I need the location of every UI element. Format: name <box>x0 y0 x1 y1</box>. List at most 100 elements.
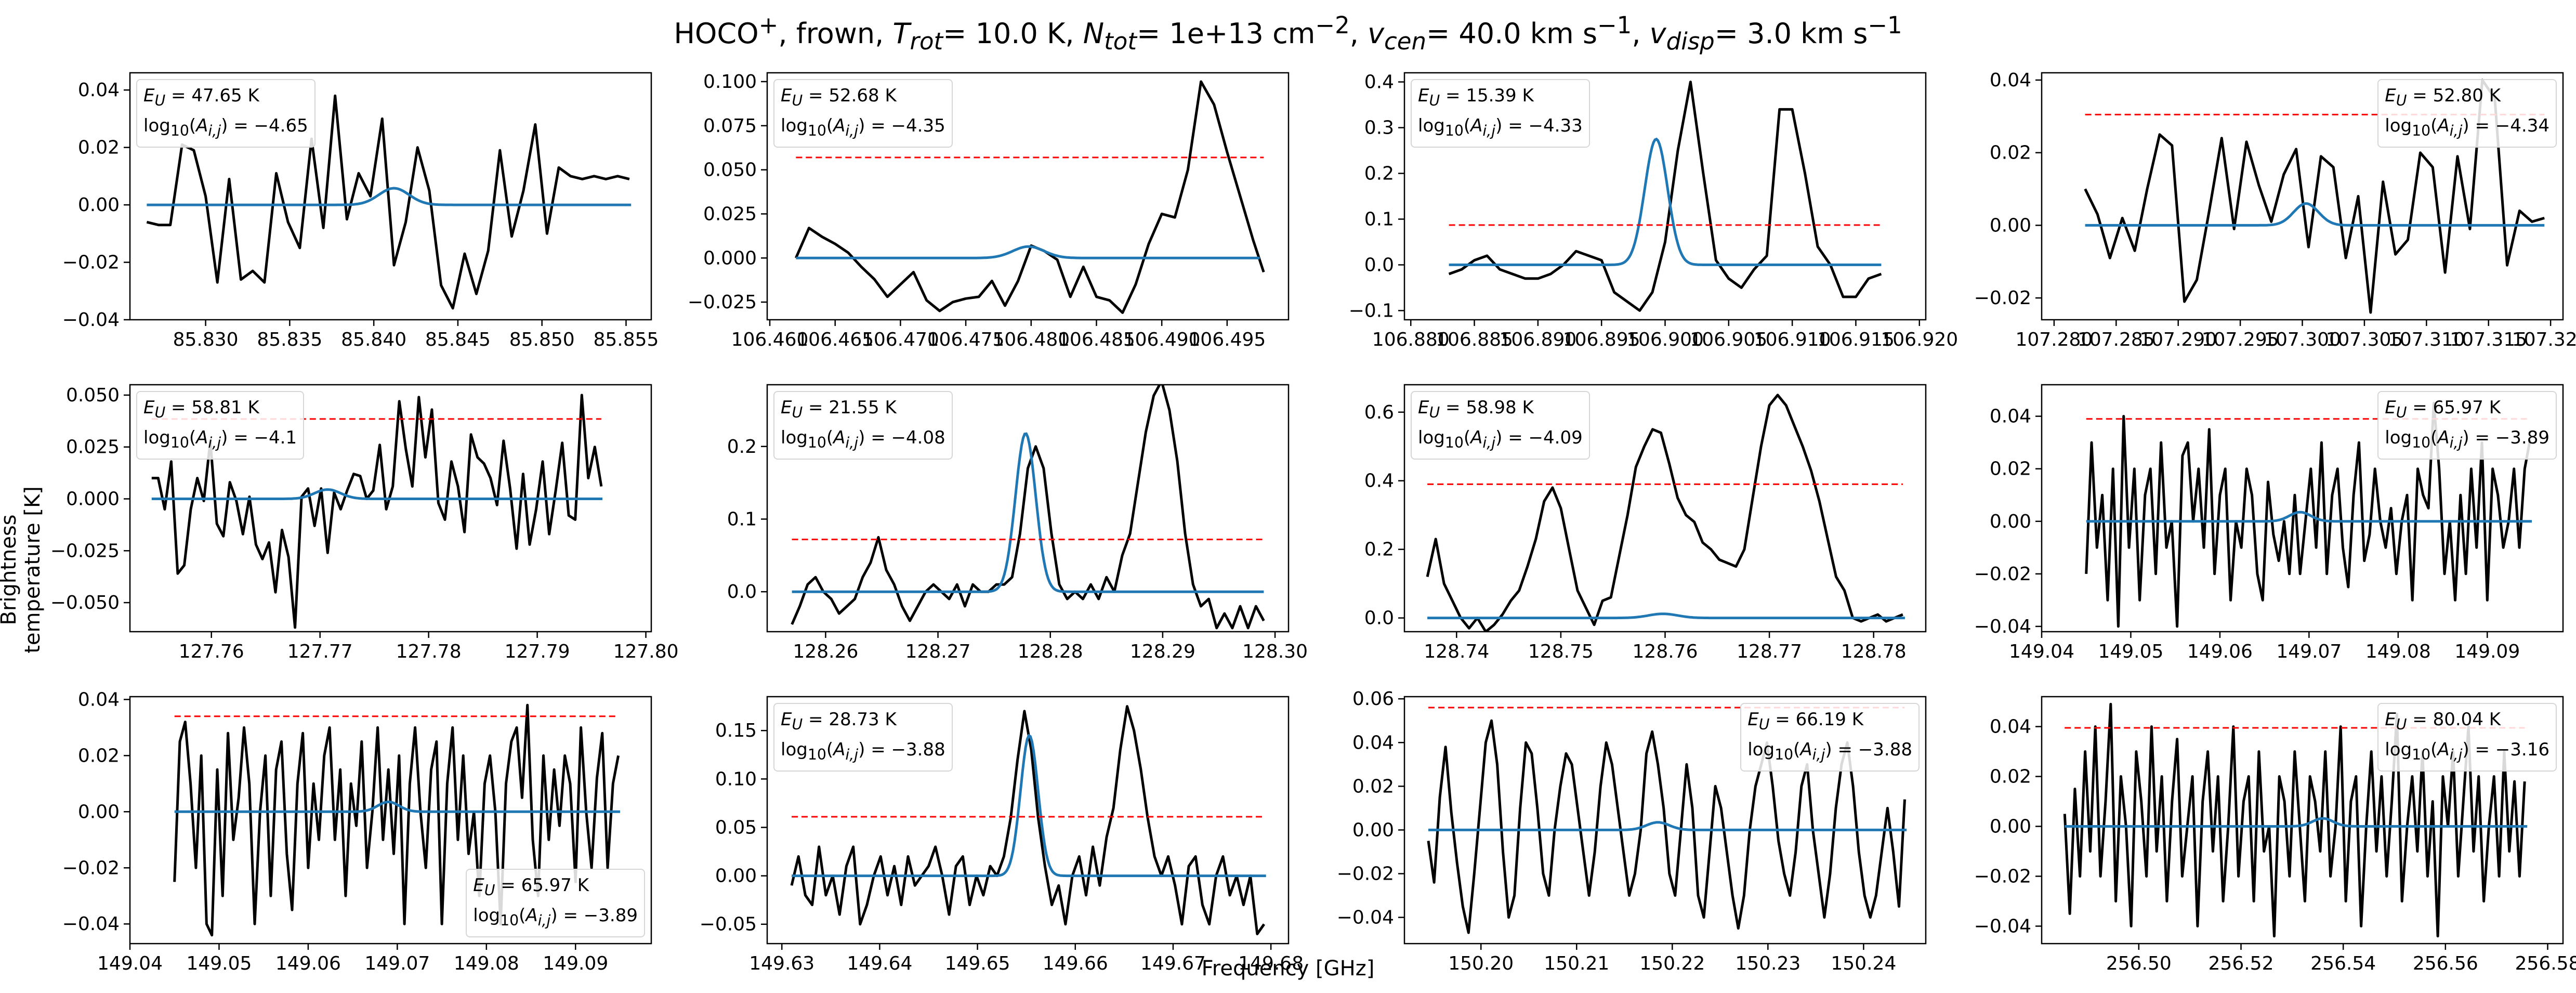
plot-area <box>1448 81 1882 312</box>
y-tick-label: 0.10 <box>715 768 757 790</box>
einstein-coefficient-label: log10(Ai,j) = −4.65 <box>143 115 308 139</box>
model-spectrum-line <box>1449 137 1882 266</box>
einstein-coefficient-label: log10(Ai,j) = −3.88 <box>781 739 945 763</box>
observed-spectrum-line <box>1426 394 1903 632</box>
plot-area <box>790 705 1266 935</box>
x-tick-label: 106.910 <box>1754 329 1831 350</box>
einstein-coefficient-value: −4.09 <box>1528 427 1583 448</box>
upper-level-energy-value: 66.19 K <box>1795 709 1864 730</box>
upper-level-energy-label: EU = 58.81 K <box>143 397 259 421</box>
panel-plot: 107.280107.285107.290107.295107.300107.3… <box>1974 70 2576 350</box>
x-tick-label: 149.08 <box>2365 641 2431 662</box>
x-axis-label: Frequency [GHz] <box>1201 957 1375 981</box>
x-tick-label: 149.67 <box>1140 953 1206 974</box>
upper-level-energy-value: 52.68 K <box>829 85 897 106</box>
x-tick-label: 106.480 <box>992 329 1070 350</box>
plot-area <box>791 385 1265 630</box>
panel-legend: EU = 58.98 K log10(Ai,j) = −4.09 <box>1411 391 1590 460</box>
y-tick-label: 0.050 <box>66 385 120 406</box>
observed-spectrum-line <box>146 94 630 310</box>
x-tick-label: 107.285 <box>2078 329 2155 350</box>
x-tick-label: 106.490 <box>1123 329 1201 350</box>
y-tick-label: 0.2 <box>1364 163 1394 185</box>
x-tick-label: 107.290 <box>2139 329 2217 350</box>
panel-legend: EU = 21.55 K log10(Ai,j) = −4.08 <box>773 391 953 460</box>
y-tick-label: 0.1 <box>1364 208 1394 230</box>
model-spectrum-line <box>2065 817 2528 828</box>
einstein-coefficient-label: log10(Ai,j) = −4.1 <box>143 427 297 451</box>
x-tick-label: 106.905 <box>1690 329 1767 350</box>
x-tick-label: 149.08 <box>454 953 519 974</box>
y-tick-label: 0.06 <box>1352 688 1394 710</box>
x-tick-label: 256.52 <box>2209 953 2274 974</box>
spectrum-panel: 107.280 107.285 107.290 107.295 107.300 107.3… <box>1974 70 2576 350</box>
axes-frame <box>1403 696 1927 945</box>
axes-frame <box>2041 384 2564 633</box>
x-tick-label: 149.07 <box>2276 641 2342 662</box>
y-tick-label: −0.1 <box>1349 300 1394 321</box>
x-tick-label: 128.27 <box>905 641 971 662</box>
model-spectrum-line <box>796 245 1260 259</box>
einstein-coefficient-label: log10(Ai,j) = −4.08 <box>781 427 945 451</box>
spectrum-panel: 149.63 149.64 149.65 149.66 149.67 149.68 −0.0… <box>700 696 1304 974</box>
plot-area <box>2063 702 2528 938</box>
y-tick-label: −0.025 <box>688 292 757 313</box>
x-tick-label: 149.68 <box>1238 953 1304 974</box>
x-tick-label: 256.56 <box>2413 953 2478 974</box>
panel-legend: EU = 58.81 K log10(Ai,j) = −4.1 <box>136 391 305 460</box>
x-tick-label: 149.06 <box>275 953 341 974</box>
x-tick-label: 150.22 <box>1639 953 1705 974</box>
panel-legend: EU = 15.39 K log10(Ai,j) = −4.33 <box>1411 79 1590 148</box>
x-tick-label: 149.09 <box>2454 641 2520 662</box>
panel-legend: EU = 66.19 K log10(Ai,j) = −3.88 <box>1740 703 1920 772</box>
axes-frame <box>766 384 1290 633</box>
einstein-coefficient-label: log10(Ai,j) = −4.09 <box>1418 427 1583 451</box>
y-tick-label: 0.075 <box>703 115 757 137</box>
x-tick-label: 85.830 <box>173 329 239 350</box>
y-tick-label: 0.02 <box>1990 766 2031 788</box>
y-tick-label: 0.02 <box>1990 142 2031 164</box>
y-tick-label: 0.3 <box>1364 117 1394 139</box>
x-tick-label: 127.76 <box>179 641 244 662</box>
observed-spectrum-line <box>1427 719 1906 934</box>
y-tick-label: 0.02 <box>78 137 120 159</box>
spectrum-panel: 106.880 106.885 106.890 106.895 106.900 106.9… <box>1349 72 1959 350</box>
einstein-coefficient-value: −4.35 <box>891 115 945 136</box>
x-tick-label: 107.310 <box>2388 329 2465 350</box>
plot-area <box>795 80 1265 314</box>
spectrum-panel: 128.26 128.27 128.28 128.29 128.30 0.0 0.1 0.2 E… <box>727 384 1308 662</box>
y-tick-label: 0.04 <box>1990 716 2031 738</box>
y-tick-label: 0.000 <box>66 489 120 510</box>
y-tick-label: 0.02 <box>1990 459 2031 480</box>
x-tick-label: 150.20 <box>1448 953 1514 974</box>
x-tick-label: 127.77 <box>287 641 353 662</box>
x-tick-label: 106.920 <box>1881 329 1958 350</box>
y-tick-label: 0.0 <box>1364 254 1394 276</box>
y-tick-label: 0.025 <box>66 437 120 458</box>
y-axis-label: Brightness temperature [K] <box>0 486 45 654</box>
x-tick-label: 106.470 <box>862 329 939 350</box>
axes-frame <box>129 72 652 321</box>
panel-legend: EU = 52.68 K log10(Ai,j) = −4.35 <box>773 79 953 148</box>
model-spectrum-line <box>151 488 602 500</box>
y-tick-label: −0.04 <box>1974 616 2031 637</box>
observed-spectrum-line <box>2084 79 2545 314</box>
x-tick-label: 149.04 <box>97 953 163 974</box>
einstein-coefficient-value: −3.88 <box>1858 739 1912 760</box>
y-tick-label: −0.02 <box>1974 866 2031 887</box>
x-tick-label: 107.295 <box>2202 329 2279 350</box>
plot-area <box>2084 79 2545 314</box>
axes-frame <box>129 384 652 633</box>
y-tick-label: 0.00 <box>1352 819 1394 841</box>
spectrum-panel: 256.50 256.52 256.54 256.56 256.58 −0.04 −0.02… <box>1974 696 2576 974</box>
einstein-coefficient-label: log10(Ai,j) = −3.89 <box>473 905 638 929</box>
upper-level-energy-value: 21.55 K <box>829 397 897 418</box>
y-tick-label: 0.04 <box>78 689 120 710</box>
x-tick-label: 107.280 <box>2015 329 2093 350</box>
axes-frame <box>766 696 1290 945</box>
axes-frame <box>2041 696 2564 945</box>
panel-plot: 149.04 149.05 149.06 149.07 149.08 149.09 −0.0… <box>62 689 652 974</box>
panel-legend: EU = 80.04 K log10(Ai,j) = −3.16 <box>2377 703 2557 772</box>
y-tick-label: −0.02 <box>1337 863 1394 884</box>
spectrum-panel: 150.20 150.21 150.22 150.23 150.24 −0.04 −0.02… <box>1337 688 1927 974</box>
